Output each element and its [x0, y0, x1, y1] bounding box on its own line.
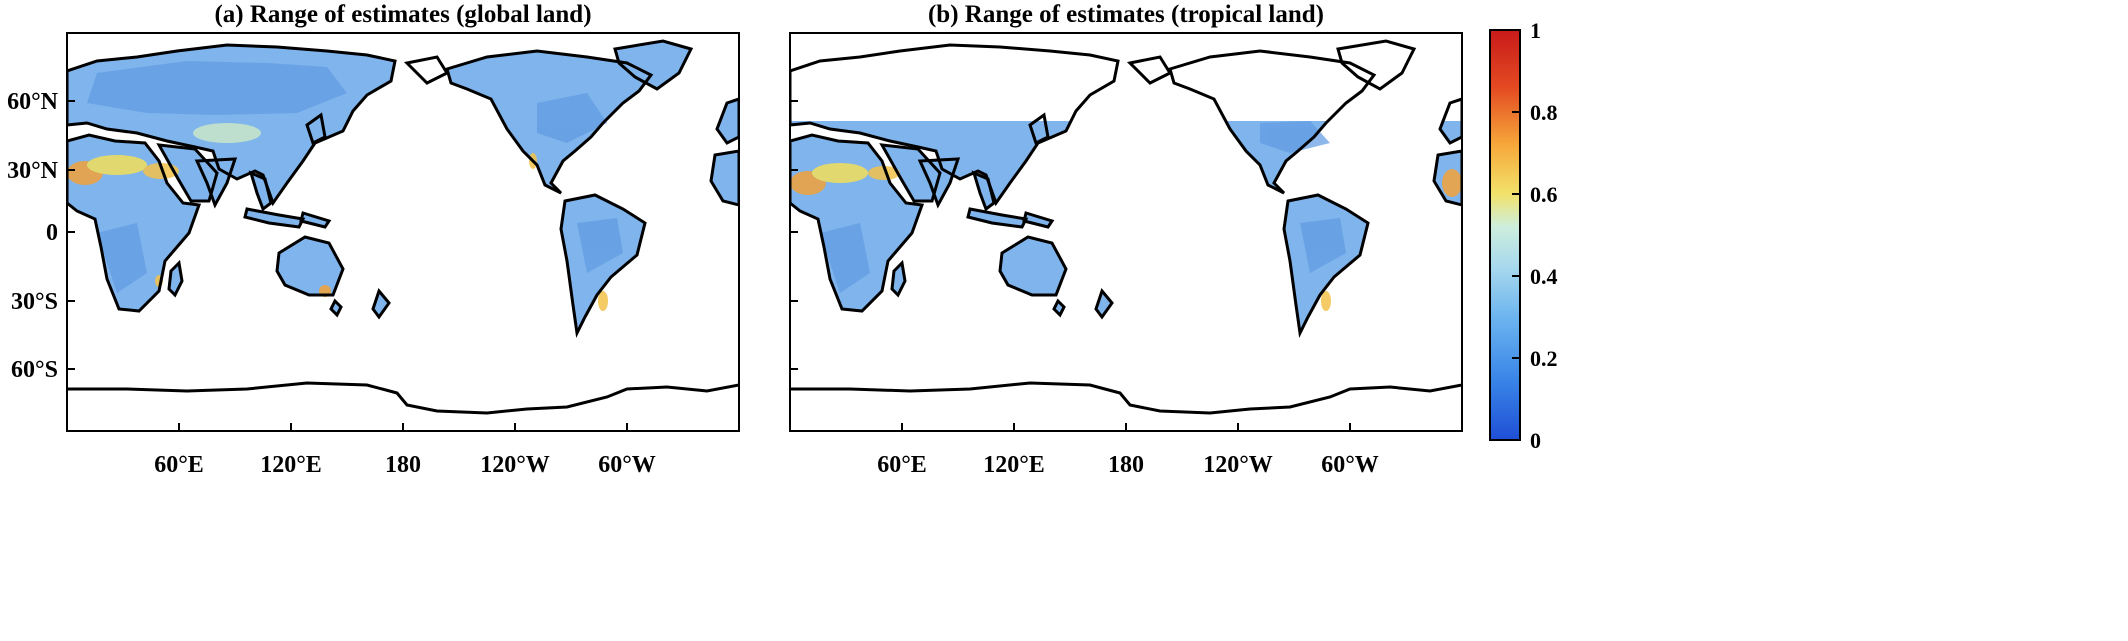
antarctica-coast	[67, 381, 739, 415]
hotspots	[67, 123, 608, 311]
svg-text:120°E: 120°E	[983, 452, 1045, 478]
lat-tick-30s: 30°S	[11, 289, 58, 315]
panel-a-lon-labels: 60°E 120°E 180 120°W 60°W	[154, 452, 656, 478]
panel-a-lat-labels: 60°N 30°N 0 30°S 60°S	[7, 89, 59, 383]
lon-tick-180: 180	[385, 452, 421, 478]
colorbar-tick-0: 0	[1530, 428, 1541, 453]
tropical-hotspots	[790, 163, 1462, 311]
panel-b-lon-labels: 60°E 120°E 180 120°W 60°W	[877, 452, 1379, 478]
lat-tick-60s: 60°S	[11, 357, 58, 383]
svg-text:60°W: 60°W	[1321, 452, 1379, 478]
svg-text:180: 180	[1108, 452, 1144, 478]
lon-tick-60w: 60°W	[598, 452, 656, 478]
lon-tick-120w: 120°W	[480, 452, 550, 478]
colorbar-gradient	[1489, 29, 1521, 441]
land-shading	[87, 61, 623, 293]
panel-a-map	[66, 32, 740, 432]
panel-b-title: (b) Range of estimates (tropical land)	[928, 1, 1324, 28]
svg-text:60°E: 60°E	[877, 452, 927, 478]
lon-tick-60e: 60°E	[154, 452, 204, 478]
panel-b-map	[789, 32, 1463, 432]
colorbar-tick-0.4: 0.4	[1530, 264, 1558, 289]
lon-tick-120e: 120°E	[260, 452, 322, 478]
colorbar: 1 0.8 0.6 0.4 0.2 0	[1489, 18, 1558, 453]
colorbar-tick-1: 1	[1530, 18, 1541, 43]
colorbar-tick-0.2: 0.2	[1530, 346, 1558, 371]
panel-a-title: (a) Range of estimates (global land)	[214, 1, 591, 28]
panel-a-ticks	[67, 100, 628, 431]
lat-tick-60n: 60°N	[7, 89, 59, 115]
lat-tick-30n: 30°N	[7, 158, 59, 184]
lat-tick-0: 0	[46, 220, 58, 246]
svg-text:120°W: 120°W	[1203, 452, 1273, 478]
colorbar-tick-0.8: 0.8	[1530, 100, 1558, 125]
colorbar-tick-0.6: 0.6	[1530, 182, 1558, 207]
